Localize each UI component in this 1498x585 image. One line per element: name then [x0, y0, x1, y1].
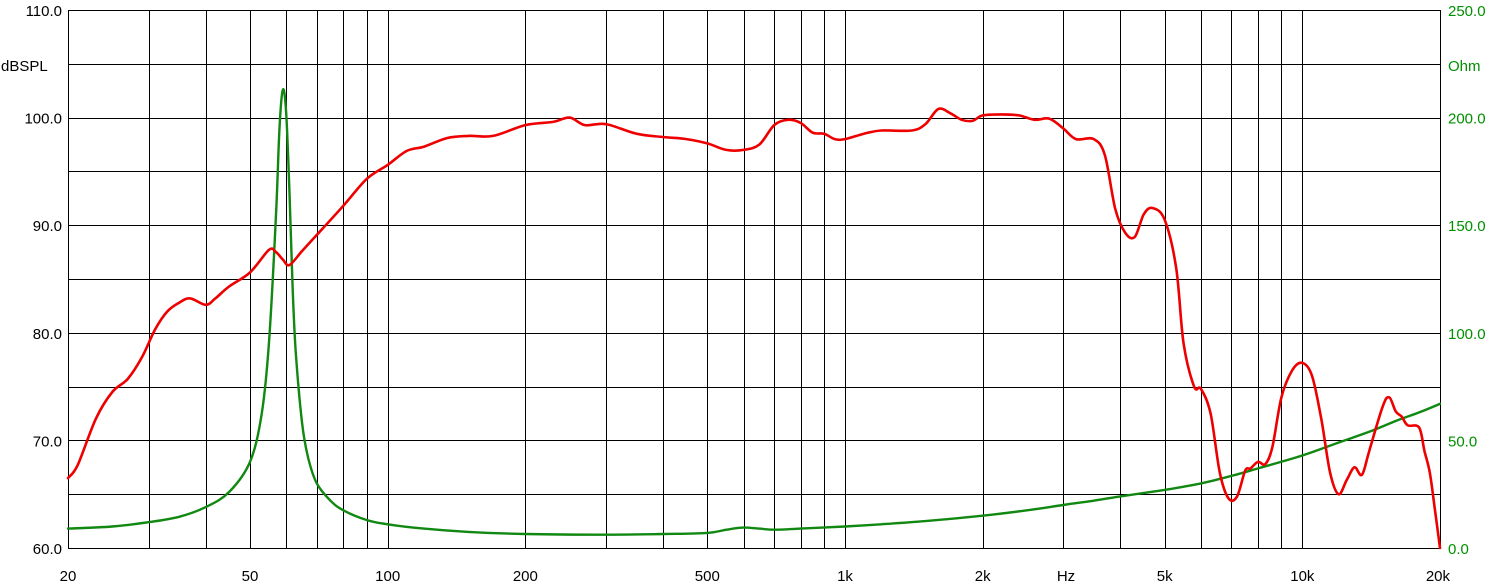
y-left-tick-label: 90.0 [33, 218, 62, 235]
impedance-curve [66, 87, 1442, 536]
x-tick-label: 20k [1426, 568, 1451, 585]
x-tick-label: 500 [695, 568, 720, 585]
y-right-tick-label: 0.0 [1448, 541, 1469, 558]
x-tick-label: 5k [1157, 568, 1173, 585]
x-tick-label: 20 [60, 568, 77, 585]
y-right-tick-label: 150.0 [1448, 218, 1486, 235]
y-right-tick-label: 50.0 [1448, 433, 1477, 450]
y-right-tick-label: 250.0 [1448, 3, 1486, 20]
y-left-tick-label: 60.0 [33, 541, 62, 558]
y-right-axis-title: Ohm [1448, 58, 1481, 75]
x-tick-label: 200 [513, 568, 538, 585]
y-right-tick-label: 200.0 [1448, 111, 1486, 128]
y-left-tick-label: 80.0 [33, 326, 62, 343]
grid-layer [68, 10, 1441, 549]
x-axis-title: Hz [1057, 568, 1075, 585]
series-layer [66, 87, 1442, 550]
x-tick-label: 100 [375, 568, 400, 585]
y-left-tick-label: 70.0 [33, 433, 62, 450]
spl-curve [66, 107, 1442, 550]
label-layer: dBSPL Ohm Hz 110.0 100.0 90.0 80.0 70.0 60.0 2… [1, 3, 1486, 585]
x-tick-label: 10k [1290, 568, 1315, 585]
y-right-tick-label: 100.0 [1448, 326, 1486, 343]
x-tick-label: 50 [242, 568, 259, 585]
x-tick-label: 1k [837, 568, 853, 585]
y-left-tick-label: 110.0 [26, 3, 62, 20]
x-tick-label: 2k [975, 568, 991, 585]
y-left-tick-label: 100.0 [24, 111, 62, 128]
y-left-axis-title: dBSPL [1, 58, 48, 75]
